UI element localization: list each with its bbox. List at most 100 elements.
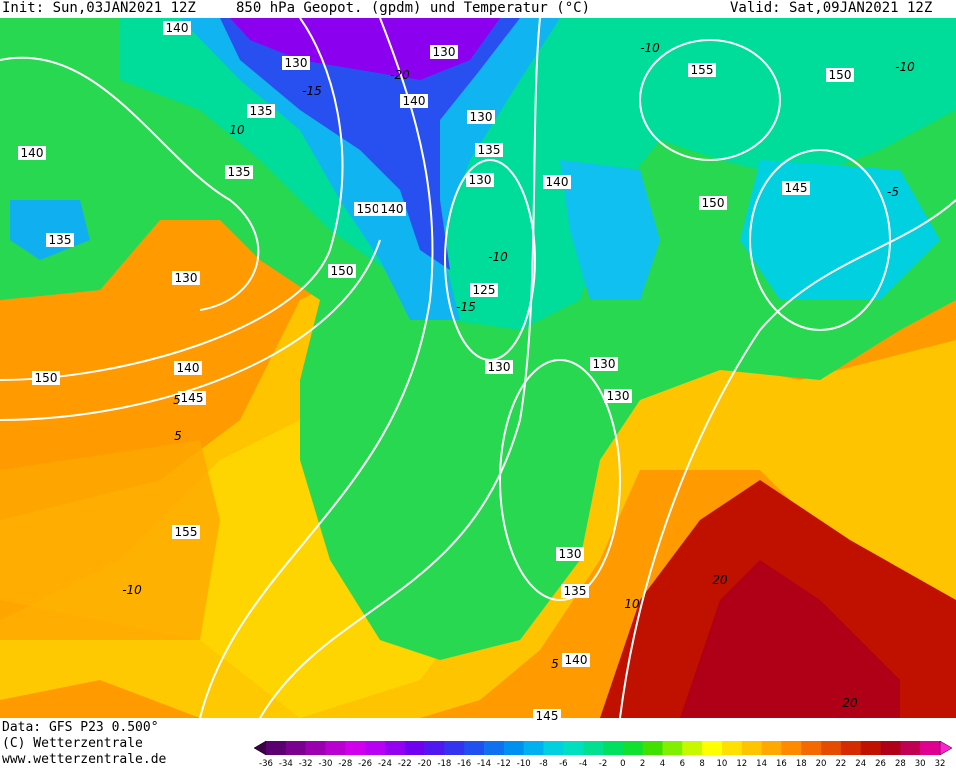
temperature-label: -10 bbox=[895, 60, 915, 74]
geopotential-label: 155 bbox=[175, 525, 198, 539]
colorbar-segment bbox=[543, 741, 564, 755]
geopotential-label: 130 bbox=[469, 173, 492, 187]
colorbar-segment bbox=[583, 741, 604, 755]
label-box bbox=[467, 110, 495, 124]
colorbar-segment bbox=[603, 741, 624, 755]
colorbar-segment bbox=[266, 741, 287, 755]
geopotential-label: 135 bbox=[228, 165, 251, 179]
colorbar-label: 16 bbox=[776, 759, 787, 768]
geopotential-label: 135 bbox=[564, 584, 587, 598]
colorbar-label: -12 bbox=[497, 759, 511, 768]
colorbar-label: 0 bbox=[620, 759, 625, 768]
colorbar-segment bbox=[285, 741, 306, 755]
colorbar-segment bbox=[781, 741, 802, 755]
colorbar-segment bbox=[424, 741, 445, 755]
colorbar-segment bbox=[404, 741, 425, 755]
label-box bbox=[562, 653, 590, 667]
geopotential-label: 150 bbox=[331, 264, 354, 278]
colorbar-segment bbox=[503, 741, 525, 755]
map-title: 850 hPa Geopot. (gpdm) und Temperatur (°… bbox=[236, 0, 591, 16]
colorbar-segment bbox=[464, 741, 485, 755]
colorbar-segment bbox=[563, 741, 584, 755]
colorbar-label: 30 bbox=[915, 759, 926, 768]
colorbar-label: -16 bbox=[457, 759, 471, 768]
label-box bbox=[18, 146, 46, 160]
label-box bbox=[470, 283, 498, 297]
geopotential-label: 140 bbox=[565, 653, 588, 667]
geopotential-label: 145 bbox=[785, 181, 808, 195]
label-box bbox=[466, 173, 494, 187]
colorbar-label: -32 bbox=[299, 759, 313, 768]
colorbar-label: 32 bbox=[935, 759, 946, 768]
colorbar-segment bbox=[900, 741, 921, 755]
colorbar-label: 4 bbox=[660, 759, 665, 768]
geopotential-label: 130 bbox=[470, 110, 493, 124]
label-box bbox=[688, 63, 716, 77]
geopotential-label: 130 bbox=[607, 389, 630, 403]
colorbar-label: 8 bbox=[699, 759, 704, 768]
colorbar-segment bbox=[642, 741, 663, 755]
label-box bbox=[475, 143, 503, 157]
colorbar-segment bbox=[920, 741, 941, 755]
colorbar-segment bbox=[801, 741, 822, 755]
colorbar-segment bbox=[622, 741, 643, 755]
colorbar-label: -6 bbox=[559, 759, 567, 768]
geopotential-label: 130 bbox=[285, 56, 308, 70]
data-source: Data: GFS P23 0.500° bbox=[2, 720, 159, 735]
label-box bbox=[556, 547, 584, 561]
colorbar-segment bbox=[484, 741, 505, 755]
label-box bbox=[174, 361, 202, 375]
label-box bbox=[604, 389, 632, 403]
geopotential-label: 140 bbox=[546, 175, 569, 189]
temperature-label: -15 bbox=[456, 300, 476, 314]
label-box bbox=[561, 584, 589, 598]
label-box bbox=[400, 94, 428, 108]
temperature-label: 5 bbox=[551, 657, 559, 671]
colorbar-label: -10 bbox=[517, 759, 531, 768]
colorbar-label: -30 bbox=[319, 759, 333, 768]
colorbar-segment bbox=[741, 741, 762, 755]
colorbar-segment bbox=[325, 741, 346, 755]
colorbar-label: -8 bbox=[539, 759, 547, 768]
colorbar-label: 14 bbox=[756, 759, 767, 768]
temperature-label: -10 bbox=[488, 250, 508, 264]
colorbar-segment bbox=[523, 741, 544, 755]
colorbar-segment bbox=[384, 741, 406, 755]
colorbar-segment bbox=[702, 741, 723, 755]
temperature-label: 20 bbox=[842, 696, 858, 710]
temperature-field bbox=[0, 18, 956, 718]
label-box bbox=[172, 271, 200, 285]
colorbar-label: -22 bbox=[398, 759, 412, 768]
geopotential-label: 135 bbox=[250, 104, 273, 118]
label-box bbox=[172, 525, 200, 539]
colorbar-segment bbox=[880, 741, 901, 755]
temperature-label: 5 bbox=[174, 429, 182, 443]
label-box bbox=[430, 45, 458, 59]
geopotential-label: 130 bbox=[175, 271, 198, 285]
geopotential-label: 130 bbox=[593, 357, 616, 371]
geopotential-label: 150 bbox=[829, 68, 852, 82]
geopotential-label: 130 bbox=[488, 360, 511, 374]
geopotential-label: 150 bbox=[357, 202, 380, 216]
label-box bbox=[32, 371, 60, 385]
label-box bbox=[178, 391, 206, 405]
geopotential-label: 130 bbox=[559, 547, 582, 561]
geopotential-label: 155 bbox=[691, 63, 714, 77]
colorbar-segment bbox=[444, 741, 465, 755]
geopotential-label: 135 bbox=[49, 233, 72, 247]
label-box bbox=[163, 21, 191, 35]
colorbar-label: 24 bbox=[855, 759, 866, 768]
colorbar-label: 18 bbox=[796, 759, 807, 768]
colorbar-label: 22 bbox=[835, 759, 846, 768]
label-box bbox=[826, 68, 854, 82]
colorbar-label: -4 bbox=[579, 759, 587, 768]
colorbar-label: -28 bbox=[338, 759, 352, 768]
colorbar-label: -24 bbox=[378, 759, 392, 768]
label-box bbox=[247, 104, 275, 118]
colorbar-label: -34 bbox=[279, 759, 293, 768]
geopotential-label: 140 bbox=[177, 361, 200, 375]
temperature-label: 20 bbox=[712, 573, 728, 587]
colorbar-arrow-right bbox=[939, 740, 953, 756]
